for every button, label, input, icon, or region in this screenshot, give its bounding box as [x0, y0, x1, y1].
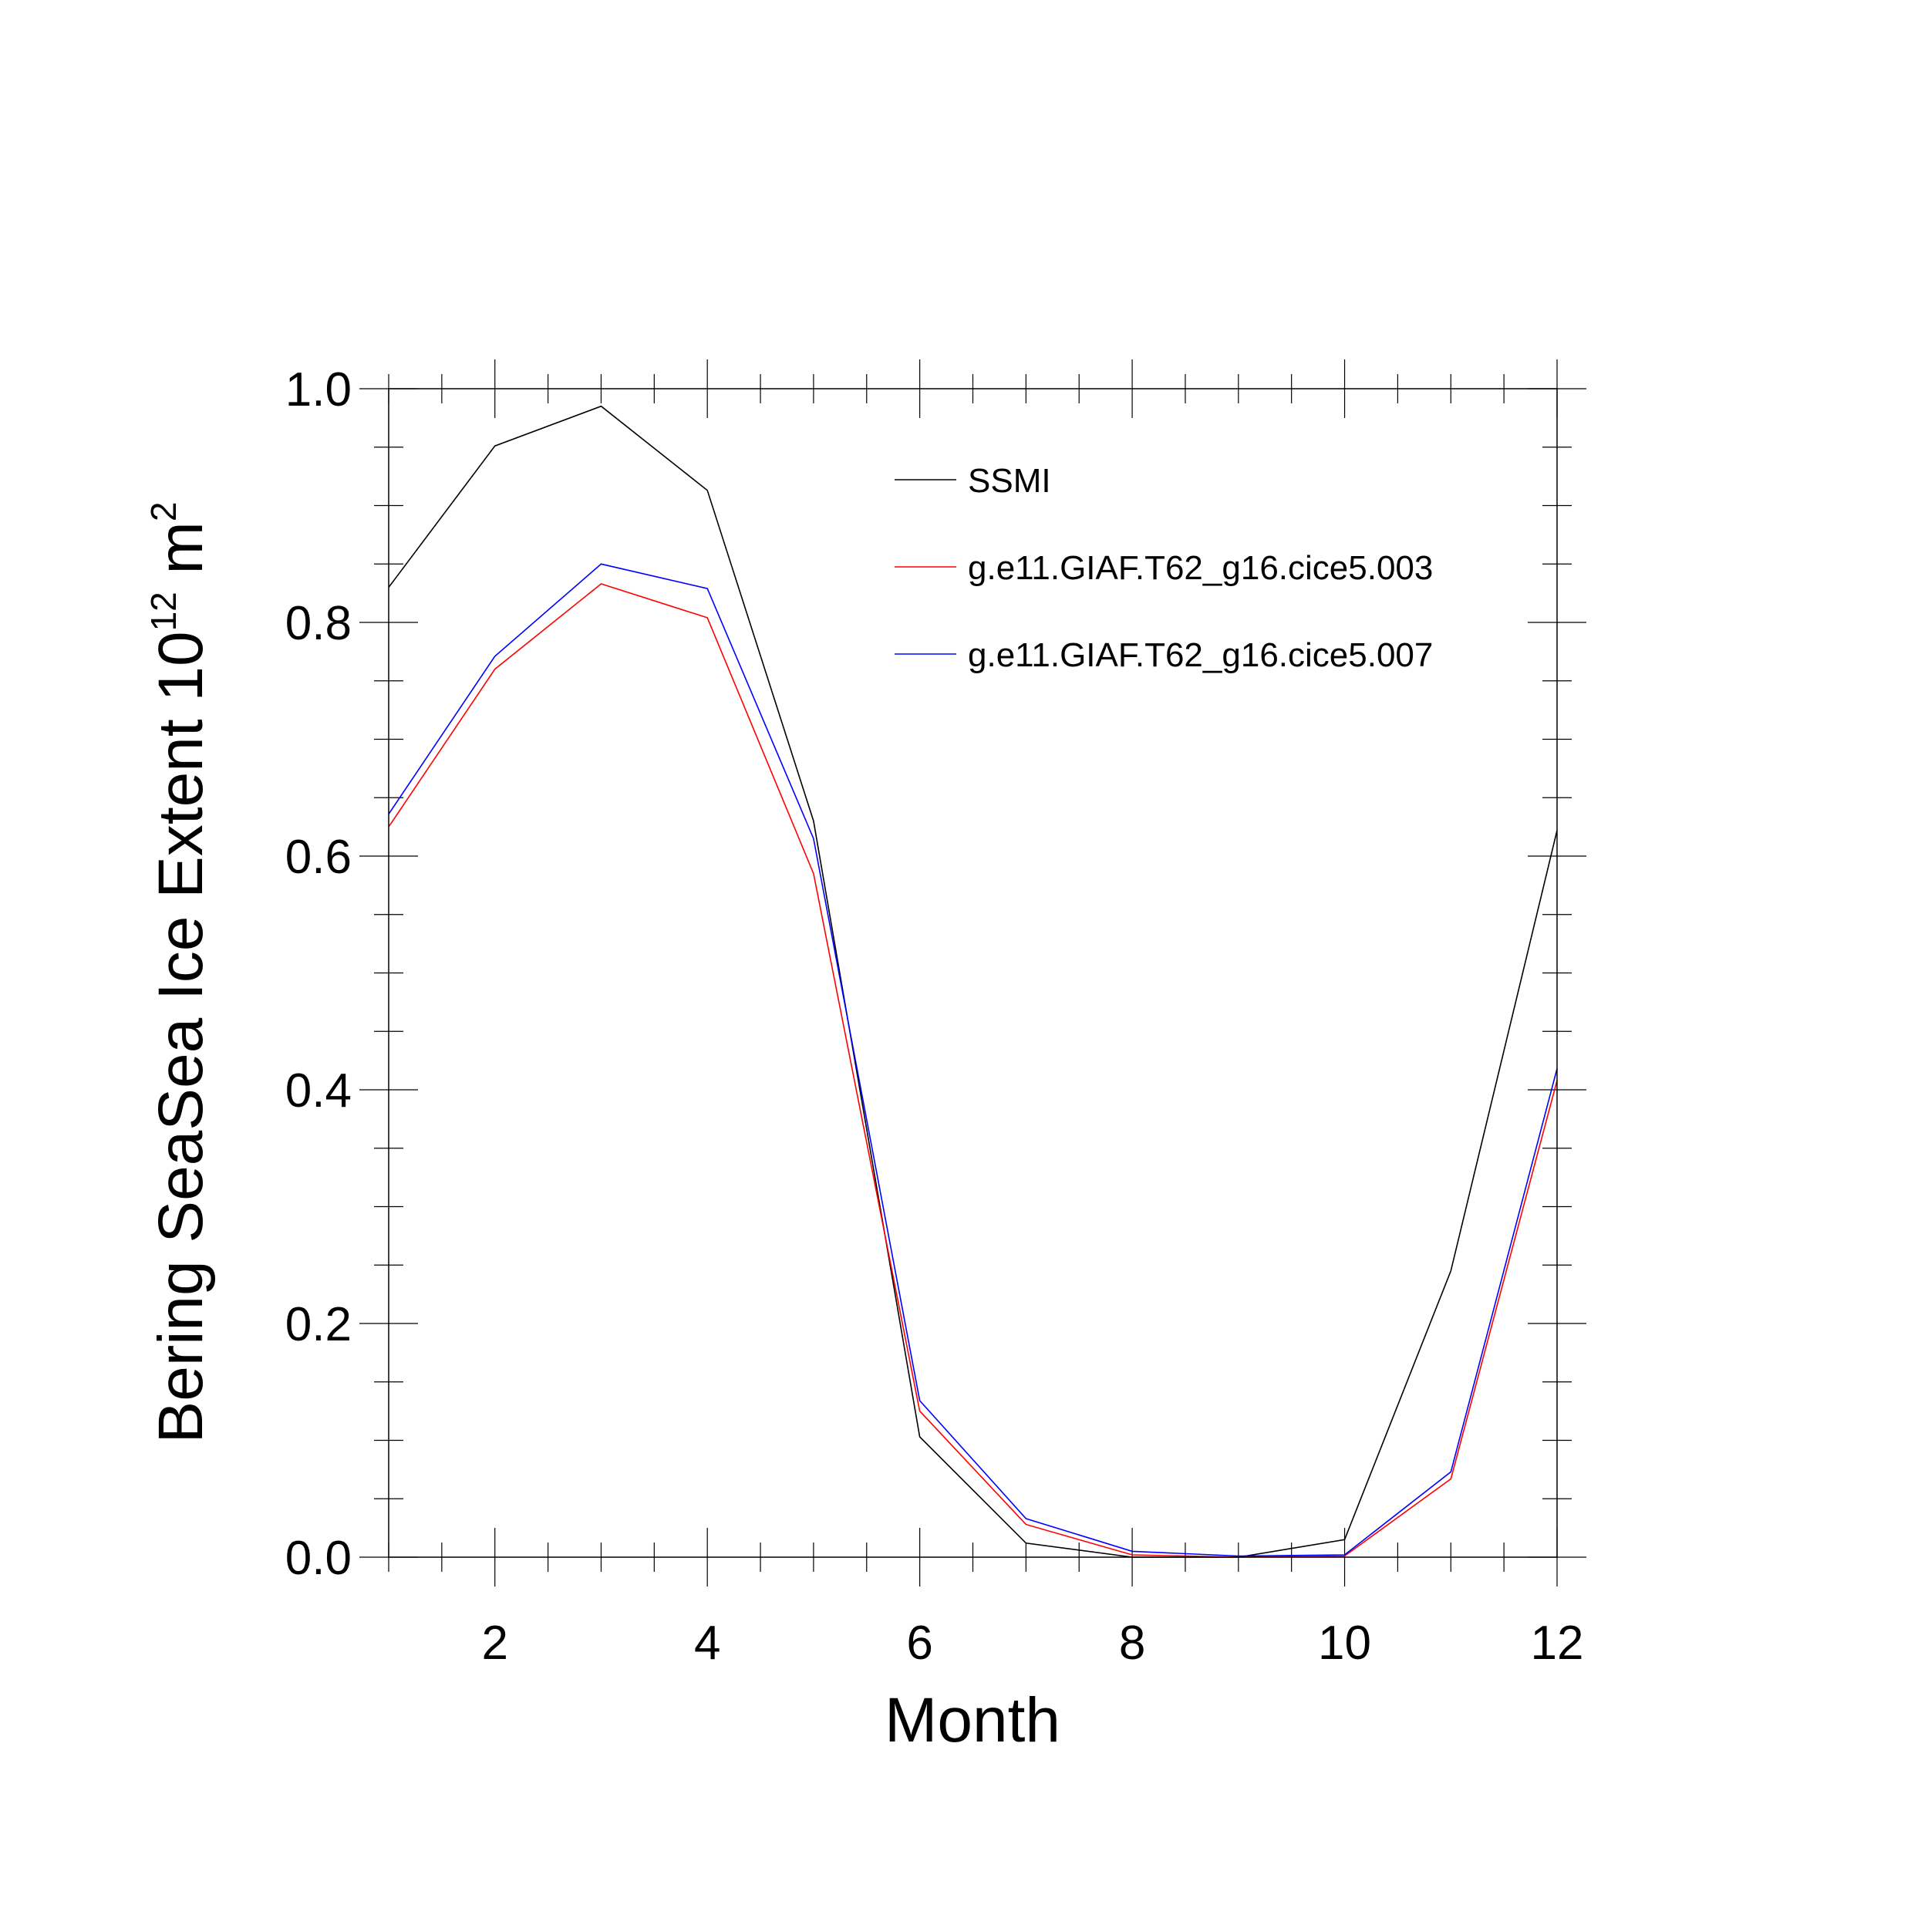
ticks-layer — [359, 359, 1586, 1586]
x-tick-label: 2 — [481, 1617, 507, 1670]
y-tick-label: 0.0 — [285, 1532, 352, 1585]
y-tick-label: 0.2 — [285, 1298, 352, 1351]
legend-label-2: g.e11.GIAF.T62_g16.cice5.003 — [968, 549, 1433, 587]
legend-label-1: SSMI — [968, 462, 1051, 500]
x-tick-label: 12 — [1531, 1617, 1584, 1670]
x-tick-label: 6 — [906, 1617, 932, 1670]
x-axis-title: Month — [885, 1685, 1060, 1755]
y-axis-title-exponent: 12 — [143, 592, 184, 631]
y-tick-label: 0.8 — [285, 597, 352, 650]
y-tick-label: 1.0 — [285, 363, 352, 416]
y-axis-title-unit: m — [146, 521, 216, 592]
legend-label-3: g.e11.GIAF.T62_g16.cice5.007 — [968, 636, 1433, 674]
legend: SSMI g.e11.GIAF.T62_g16.cice5.003 g.e11.GI… — [895, 462, 1433, 674]
y-tick-label: 0.4 — [285, 1064, 352, 1118]
x-tick-label: 4 — [694, 1617, 720, 1670]
y-tick-label: 0.6 — [285, 831, 352, 884]
series-line-2 — [388, 583, 1558, 1558]
series-line-3 — [388, 563, 1558, 1557]
series-line-1 — [388, 405, 1558, 1558]
x-tick-label: 8 — [1119, 1617, 1145, 1670]
y-axis-title: Bering SeaSea Ice Extent 1012 m2 — [143, 502, 216, 1444]
labels-layer: 0.0 0.2 0.4 0.6 0.8 1.0 2 4 6 8 10 12 — [285, 363, 1584, 1670]
plot-frame — [388, 388, 1558, 1558]
x-tick-label: 10 — [1318, 1617, 1371, 1670]
y-axis-title-unit-exponent: 2 — [143, 502, 184, 522]
series-layer — [388, 405, 1558, 1558]
y-axis-title-main: Bering SeaSea Ice Extent 10 — [146, 631, 216, 1443]
